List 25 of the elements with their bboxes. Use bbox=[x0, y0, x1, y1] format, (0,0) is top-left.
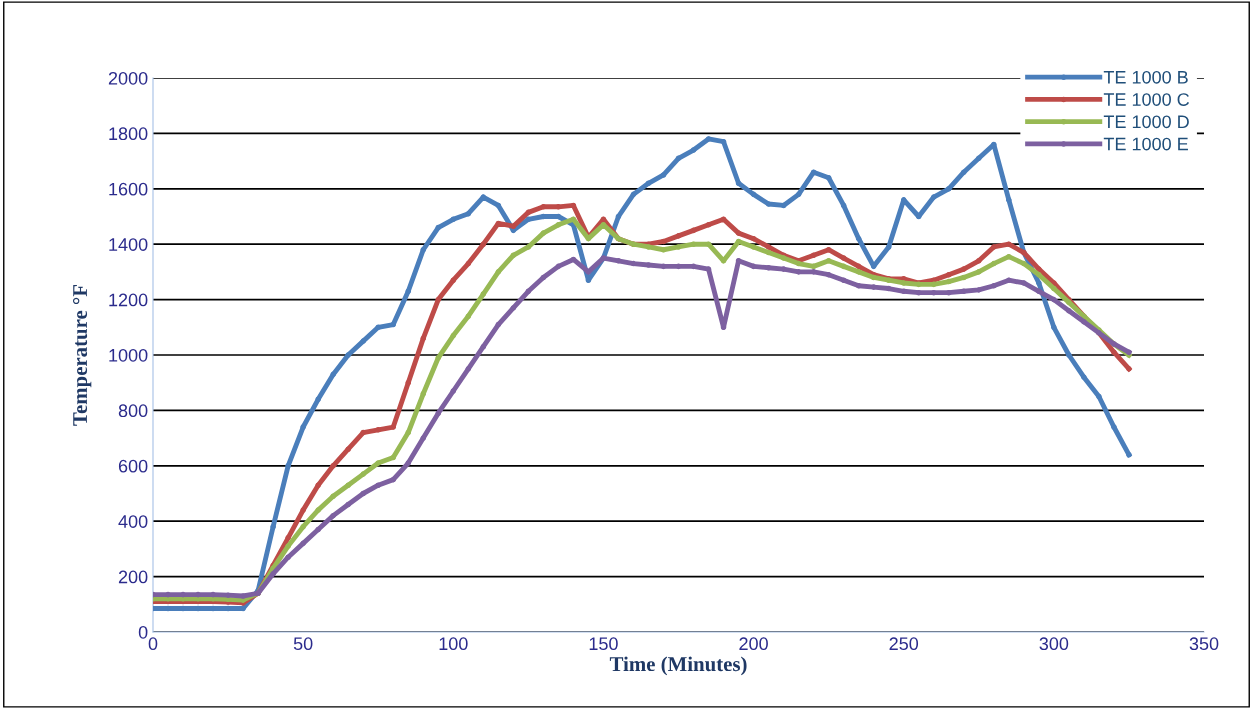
x-tick-label: 150 bbox=[589, 637, 618, 651]
legend-label: TE 1000 B bbox=[1103, 70, 1188, 84]
x-tick-label: 0 bbox=[148, 637, 158, 651]
legend-label: TE 1000 D bbox=[1103, 115, 1189, 129]
x-tick-label: 100 bbox=[439, 637, 468, 651]
y-tick-label: 1800 bbox=[109, 127, 148, 141]
x-tick-label: 300 bbox=[1039, 637, 1069, 651]
x-axis-title: Time (Minutes) bbox=[609, 656, 747, 676]
y-tick-label: 200 bbox=[118, 570, 148, 584]
y-tick-label: 800 bbox=[118, 404, 148, 418]
y-tick-label: 1400 bbox=[109, 238, 148, 251]
y-tick-label: 1200 bbox=[109, 293, 148, 307]
legend-label: TE 1000 E bbox=[1103, 137, 1188, 151]
y-axis-title: Temperature °F bbox=[73, 284, 92, 426]
y-tick-label: 600 bbox=[118, 459, 148, 473]
x-tick-label: 200 bbox=[739, 637, 768, 651]
x-tick-label: 50 bbox=[293, 637, 313, 651]
y-tick-label: 2000 bbox=[108, 71, 148, 85]
legend-label: TE 1000 C bbox=[1103, 93, 1190, 106]
x-tick-label: 350 bbox=[1189, 637, 1219, 651]
y-tick-label: 1000 bbox=[109, 348, 148, 362]
y-tick-label: 0 bbox=[138, 625, 148, 639]
y-tick-label: 400 bbox=[118, 515, 148, 528]
y-tick-label: 1600 bbox=[109, 182, 148, 196]
x-tick-label: 250 bbox=[889, 637, 919, 651]
